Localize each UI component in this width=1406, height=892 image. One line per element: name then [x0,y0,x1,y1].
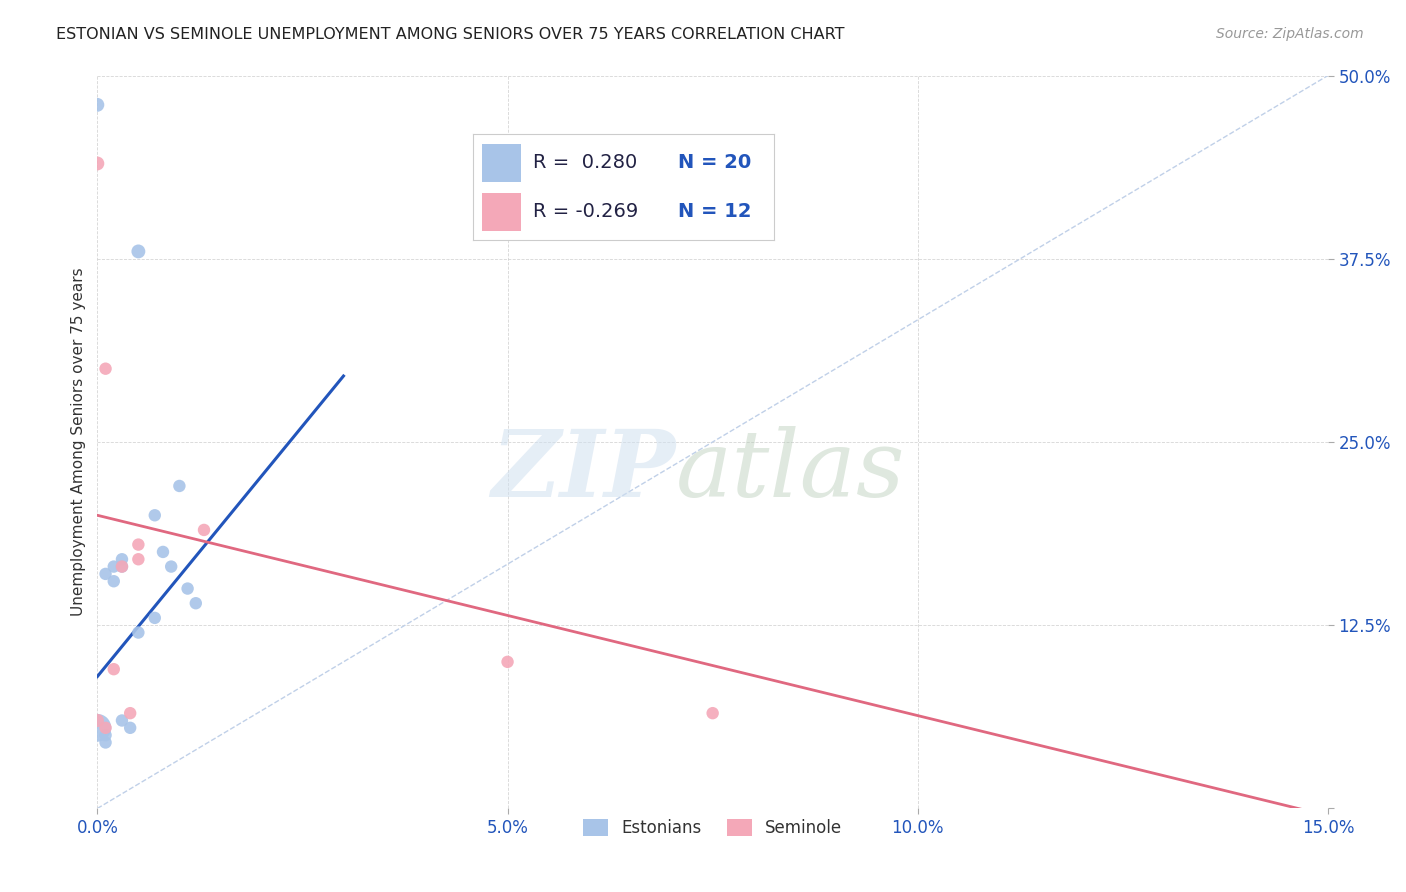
Point [94,728,117,742]
Point [86,98,108,112]
Y-axis label: Unemployment Among Seniors over 75 years: Unemployment Among Seniors over 75 years [72,268,86,616]
Point [86,156,108,170]
Point [176,582,198,596]
Point [103,662,125,676]
Point [160,559,183,574]
Point [143,508,166,523]
Point [111,552,134,566]
Point [496,655,519,669]
Point [120,721,142,735]
Point [184,596,207,610]
Point [86,714,108,728]
Point [103,559,125,574]
Text: ESTONIAN VS SEMINOLE UNEMPLOYMENT AMONG SENIORS OVER 75 YEARS CORRELATION CHART: ESTONIAN VS SEMINOLE UNEMPLOYMENT AMONG … [56,27,845,42]
Point [94,721,117,735]
Text: ZIP: ZIP [492,426,676,516]
Point [193,523,215,537]
Text: atlas: atlas [676,426,905,516]
Point [152,545,174,559]
Point [120,706,142,721]
Point [111,559,134,574]
Text: Source: ZipAtlas.com: Source: ZipAtlas.com [1216,27,1364,41]
Point [103,574,125,589]
Point [127,538,149,552]
Point [127,244,149,259]
Point [127,625,149,640]
Point [94,361,117,376]
Point [86,721,108,735]
Point [702,706,724,721]
Point [94,735,117,749]
Point [111,559,134,574]
Point [111,714,134,728]
Point [143,611,166,625]
Point [127,552,149,566]
Point [169,479,191,493]
Legend: Estonians, Seminole: Estonians, Seminole [576,813,849,844]
Point [94,566,117,581]
